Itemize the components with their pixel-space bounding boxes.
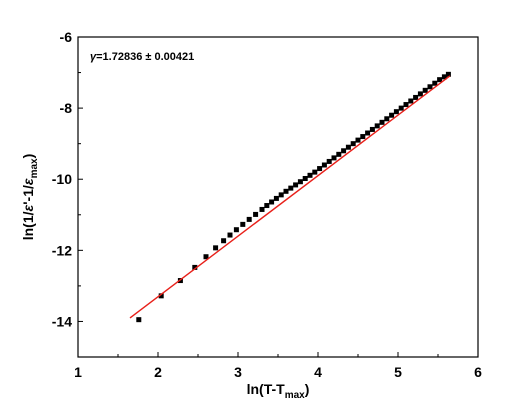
data-point <box>192 264 198 270</box>
data-point <box>312 169 318 175</box>
fit-line <box>129 75 451 319</box>
data-point <box>417 91 423 97</box>
data-point <box>221 238 227 244</box>
y-tick-label: -8 <box>60 100 73 116</box>
data-point <box>283 188 289 194</box>
data-point <box>345 144 351 150</box>
data-point <box>246 216 252 222</box>
y-axis-title-part: ) <box>20 154 36 159</box>
gamma-annotation: γ=1.72836 ± 0.00421 <box>90 51 194 63</box>
epsilon-symbol: ε <box>20 204 36 211</box>
data-point <box>369 126 375 132</box>
data-point <box>393 109 399 115</box>
data-point <box>307 172 313 178</box>
data-point <box>422 87 428 93</box>
data-point <box>326 158 332 164</box>
y-tick-label: -6 <box>60 29 73 45</box>
y-axis-title-part: '-1/ <box>20 185 36 205</box>
x-axis-title-tail: ) <box>305 381 310 397</box>
data-point <box>302 176 308 182</box>
y-tick-label: -10 <box>52 171 72 187</box>
data-point <box>269 199 275 205</box>
data-point <box>341 148 347 154</box>
data-point <box>360 134 366 140</box>
data-point <box>403 102 409 108</box>
data-point <box>441 74 447 80</box>
data-point <box>389 112 395 118</box>
gamma-value: =1.72836 ± 0.00421 <box>96 51 194 63</box>
data-point <box>432 80 438 86</box>
data-point <box>264 203 270 209</box>
epsilon-symbol: ε <box>20 178 36 185</box>
data-point <box>427 84 433 90</box>
y-tick-label: -12 <box>52 242 72 258</box>
x-axis-title-sub: max <box>285 390 305 401</box>
data-point <box>288 185 294 191</box>
data-point <box>233 227 239 233</box>
data-point <box>321 162 327 168</box>
data-point <box>365 130 371 136</box>
data-point <box>293 182 299 188</box>
data-point <box>331 155 337 161</box>
data-point <box>253 211 259 217</box>
data-point <box>374 123 380 129</box>
data-point <box>273 195 279 201</box>
data-point <box>240 221 246 227</box>
y-axis-title-sub: max <box>29 158 40 178</box>
data-point <box>350 141 356 147</box>
data-point <box>408 98 414 104</box>
data-point <box>278 192 284 198</box>
data-point <box>259 206 265 212</box>
data-point <box>158 293 164 299</box>
data-point <box>413 94 419 100</box>
y-tick-label: -14 <box>52 313 72 329</box>
data-point <box>136 317 142 323</box>
x-tick-label: 3 <box>234 364 242 380</box>
x-axis-title-main: ln(T-T <box>247 381 286 397</box>
data-point <box>437 77 443 83</box>
y-axis-title-part: ln(1/ <box>20 211 36 240</box>
y-axis-title: ln(1/ε'-1/εmax) <box>20 154 40 241</box>
x-tick-label: 5 <box>394 364 402 380</box>
data-point <box>336 151 342 157</box>
x-axis-title: ln(T-Tmax) <box>247 381 310 401</box>
data-point <box>297 179 303 185</box>
data-point <box>213 245 219 251</box>
data-point <box>355 137 361 143</box>
data-point <box>379 119 385 125</box>
x-tick-label: 6 <box>474 364 482 380</box>
gamma-symbol: γ <box>90 51 97 63</box>
data-point <box>384 116 390 122</box>
data-point <box>203 254 209 260</box>
data-point <box>227 232 233 238</box>
x-tick-label: 4 <box>314 364 322 380</box>
data-point <box>445 71 451 77</box>
x-tick-label: 2 <box>154 364 162 380</box>
data-point <box>317 166 323 172</box>
data-point <box>398 105 404 111</box>
x-tick-label: 1 <box>74 364 82 380</box>
